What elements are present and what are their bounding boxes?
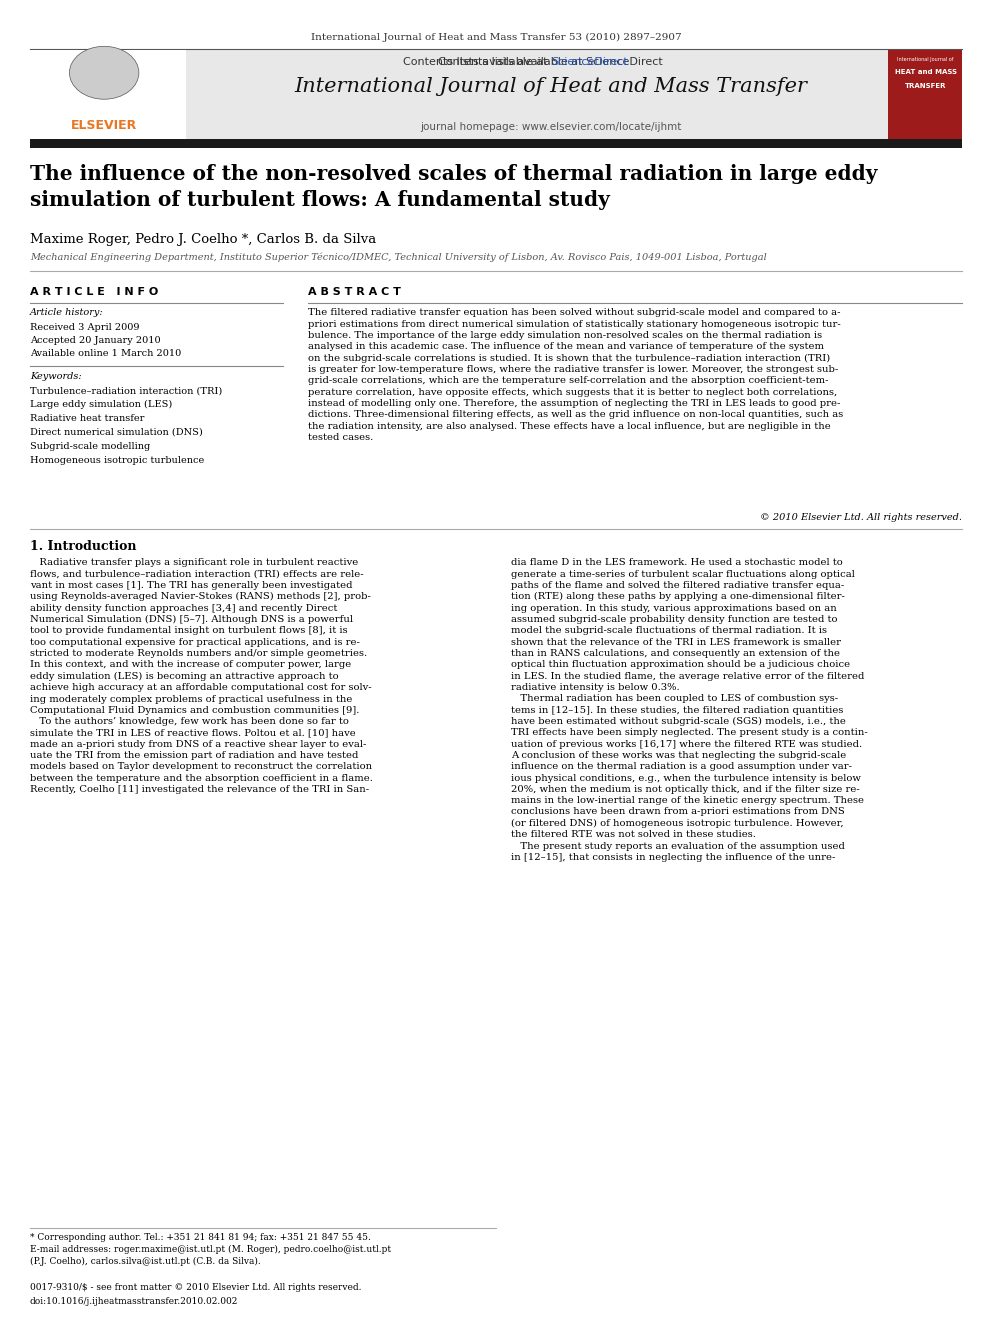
- Text: Subgrid-scale modelling: Subgrid-scale modelling: [30, 442, 150, 451]
- Text: 0017-9310/$ - see front matter © 2010 Elsevier Ltd. All rights reserved.: 0017-9310/$ - see front matter © 2010 El…: [30, 1283, 361, 1293]
- Text: ScienceDirect: ScienceDirect: [552, 57, 628, 67]
- Text: ELSEVIER TREE
PLACEHOLDER: ELSEVIER TREE PLACEHOLDER: [88, 57, 120, 66]
- Text: (P.J. Coelho), carlos.silva@ist.utl.pt (C.B. da Silva).: (P.J. Coelho), carlos.silva@ist.utl.pt (…: [30, 1257, 261, 1266]
- Text: doi:10.1016/j.ijheatmasstransfer.2010.02.002: doi:10.1016/j.ijheatmasstransfer.2010.02…: [30, 1297, 238, 1306]
- Text: * Corresponding author. Tel.: +351 21 841 81 94; fax: +351 21 847 55 45.: * Corresponding author. Tel.: +351 21 84…: [30, 1233, 371, 1242]
- Text: A B S T R A C T: A B S T R A C T: [308, 287, 401, 298]
- Text: dia flame D in the LES framework. He used a stochastic model to
generate a time-: dia flame D in the LES framework. He use…: [511, 558, 868, 861]
- Text: International Journal of Heat and Mass Transfer 53 (2010) 2897–2907: International Journal of Heat and Mass T…: [310, 33, 682, 42]
- Text: The filtered radiative transfer equation has been solved without subgrid-scale m: The filtered radiative transfer equation…: [308, 308, 843, 442]
- Text: International Journal of: International Journal of: [898, 57, 953, 62]
- Text: ELSEVIER: ELSEVIER: [71, 119, 137, 132]
- Bar: [30, 50, 888, 142]
- Text: Article history:: Article history:: [30, 308, 103, 318]
- Bar: [888, 50, 962, 142]
- Text: Contents lists available at: Contents lists available at: [403, 57, 551, 67]
- Text: Received 3 April 2009: Received 3 April 2009: [30, 323, 139, 332]
- Text: Available online 1 March 2010: Available online 1 March 2010: [30, 349, 181, 359]
- Text: Accepted 20 January 2010: Accepted 20 January 2010: [30, 336, 161, 345]
- Text: journal homepage: www.elsevier.com/locate/ijhmt: journal homepage: www.elsevier.com/locat…: [420, 122, 682, 132]
- Text: Homogeneous isotropic turbulence: Homogeneous isotropic turbulence: [30, 455, 204, 464]
- Text: Contents lists available at ScienceDirect: Contents lists available at ScienceDirec…: [438, 57, 663, 67]
- Text: The influence of the non-resolved scales of thermal radiation in large eddy
simu: The influence of the non-resolved scales…: [30, 164, 877, 210]
- Text: Radiative heat transfer: Radiative heat transfer: [30, 414, 144, 423]
- Text: E-mail addresses: roger.maxime@ist.utl.pt (M. Roger), pedro.coelho@ist.utl.pt: E-mail addresses: roger.maxime@ist.utl.p…: [30, 1245, 391, 1254]
- Text: Direct numerical simulation (DNS): Direct numerical simulation (DNS): [30, 427, 202, 437]
- Text: Turbulence–radiation interaction (TRI): Turbulence–radiation interaction (TRI): [30, 386, 222, 396]
- Bar: [30, 139, 962, 148]
- Text: A R T I C L E   I N F O: A R T I C L E I N F O: [30, 287, 158, 298]
- Text: 1. Introduction: 1. Introduction: [30, 540, 136, 553]
- Text: TRANSFER: TRANSFER: [905, 83, 946, 90]
- Text: International Journal of Heat and Mass Transfer: International Journal of Heat and Mass T…: [294, 77, 807, 95]
- Text: Maxime Roger, Pedro J. Coelho *, Carlos B. da Silva: Maxime Roger, Pedro J. Coelho *, Carlos …: [30, 233, 376, 246]
- Text: Mechanical Engineering Department, Instituto Superior Técnico/IDMEC, Technical U: Mechanical Engineering Department, Insti…: [30, 253, 767, 262]
- Bar: [30, 50, 186, 142]
- Text: Keywords:: Keywords:: [30, 372, 81, 381]
- Text: © 2010 Elsevier Ltd. All rights reserved.: © 2010 Elsevier Ltd. All rights reserved…: [760, 513, 962, 523]
- Ellipse shape: [69, 46, 139, 99]
- Text: Radiative transfer plays a significant role in turbulent reactive
flows, and tur: Radiative transfer plays a significant r…: [30, 558, 373, 794]
- Text: Large eddy simulation (LES): Large eddy simulation (LES): [30, 400, 172, 409]
- Text: HEAT and MASS: HEAT and MASS: [895, 69, 956, 75]
